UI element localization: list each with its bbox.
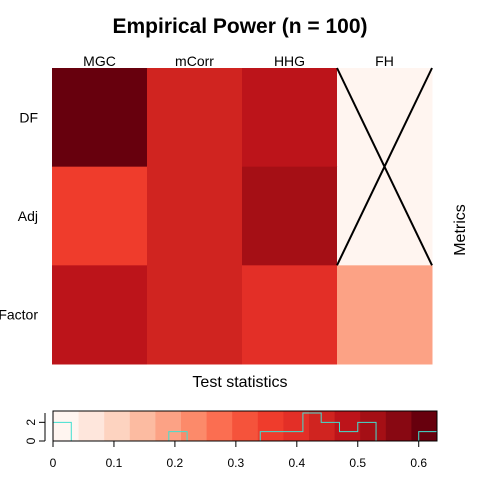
heatmap-cell-adj-mcorr <box>147 167 243 266</box>
color-key-bar <box>53 411 437 441</box>
color-key-y-tick-label: 0 <box>24 437 38 444</box>
color-key-x-tick-label: 0.6 <box>410 456 427 470</box>
y-axis-label: Metrics <box>452 204 469 256</box>
color-key-x-tick-label: 0.3 <box>228 456 245 470</box>
row-label-factor: Factor <box>0 307 38 323</box>
color-key-swatch <box>53 411 79 441</box>
color-key-y-axis: 02 <box>24 413 45 444</box>
heatmap-cell-factor-hhg <box>242 265 338 364</box>
color-key-swatch <box>232 411 258 441</box>
heatmap-cell-df-mcorr <box>147 68 243 167</box>
color-key-x-tick-label: 0.5 <box>349 456 366 470</box>
row-labels: DF Adj Factor <box>0 109 38 322</box>
color-key-swatch <box>411 411 437 441</box>
color-key-swatch <box>258 411 284 441</box>
x-axis-label: Test statistics <box>192 374 287 391</box>
color-key-swatch <box>386 411 412 441</box>
color-key-swatch <box>207 411 233 441</box>
heatmap-cell-adj-mgc <box>52 167 148 266</box>
color-key-x-tick-label: 0.2 <box>167 456 184 470</box>
color-key-swatch <box>104 411 130 441</box>
color-key-x-tick-label: 0 <box>50 456 57 470</box>
heatmap-cell-factor-mgc <box>52 265 148 364</box>
color-key-swatch <box>283 411 309 441</box>
row-label-df: DF <box>19 109 38 125</box>
heatmap-cell-df-hhg <box>242 68 338 167</box>
color-key-swatch <box>360 411 386 441</box>
color-key-swatch <box>79 411 105 441</box>
color-key-y-tick-label: 2 <box>24 419 38 426</box>
chart-title: Empirical Power (n = 100) <box>112 15 367 38</box>
color-key-swatch <box>309 411 335 441</box>
column-label-mcorr: mCorr <box>175 53 214 69</box>
color-key-swatch <box>130 411 156 441</box>
heatmap-cell-df-mgc <box>52 68 148 167</box>
heatmap-cell-factor-mcorr <box>147 265 243 364</box>
color-key-x-tick-label: 0.1 <box>106 456 123 470</box>
heatmap-cell-adj-hhg <box>242 167 338 266</box>
heatmap-cell-df-fh <box>337 68 433 167</box>
color-key-swatch <box>335 411 361 441</box>
heatmap-cell-factor-fh <box>337 265 433 364</box>
heatmap-cell-adj-fh <box>337 167 433 266</box>
column-label-mgc: MGC <box>83 53 116 69</box>
column-labels: MGC mCorr HHG FH <box>83 53 394 69</box>
color-key-x-tick-label: 0.4 <box>288 456 305 470</box>
heatmap-grid <box>52 68 433 365</box>
color-key: 0 0.1 0.2 0.3 0.4 0.5 0.6 02 <box>24 411 437 470</box>
column-label-fh: FH <box>375 53 394 69</box>
color-key-swatch <box>181 411 207 441</box>
column-label-hhg: HHG <box>274 53 305 69</box>
row-label-adj: Adj <box>18 208 38 224</box>
color-key-x-axis: 0 0.1 0.2 0.3 0.4 0.5 0.6 <box>50 441 428 470</box>
